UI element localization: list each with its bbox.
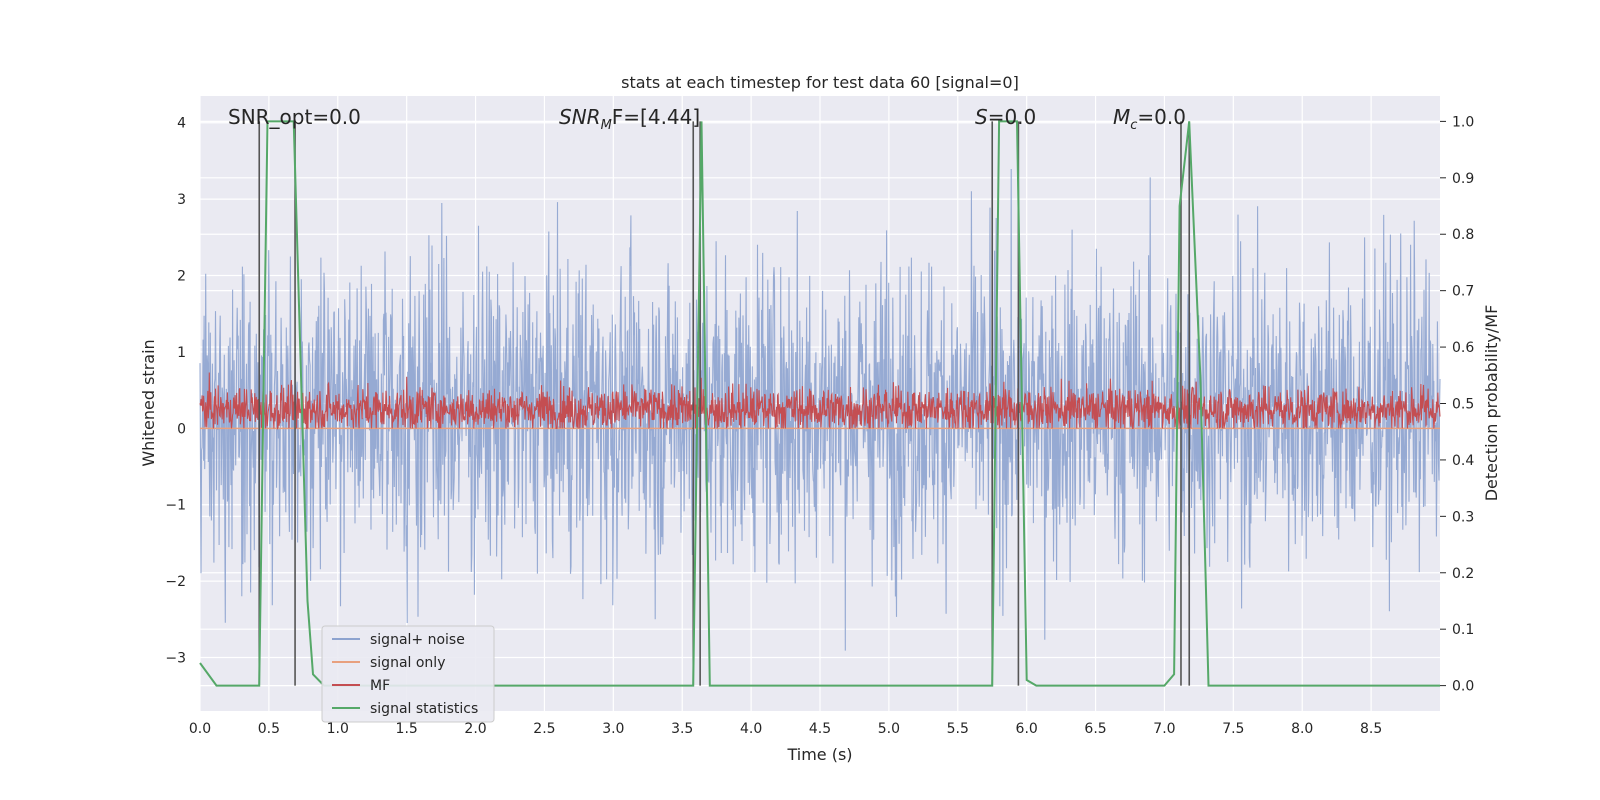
y-tick-label: 2 — [177, 269, 186, 285]
x-tick-label: 2.0 — [464, 721, 486, 737]
legend: signal+ noise signal only MF signal stat… — [321, 625, 495, 723]
annotation-snr-opt: SNR_opt=0.0 — [228, 105, 361, 129]
x-tick-label: 6.5 — [1084, 721, 1106, 737]
y-tick-label: 1 — [177, 345, 186, 361]
x-tick-label: 5.0 — [878, 721, 900, 737]
annotation-snr-mf-tail: F=[4.44] — [612, 105, 700, 129]
legend-label-signal-statistics: signal statistics — [370, 701, 478, 717]
y2-axis-label: Detection probability/MF — [1482, 305, 1501, 502]
y2-tick-label: 0.7 — [1452, 284, 1474, 300]
vertical-markers — [258, 121, 1191, 686]
y-tick-label: 3 — [177, 192, 186, 208]
x-tick-label: 4.5 — [809, 721, 831, 737]
annotation-snr-mf-main: SNR — [559, 105, 601, 129]
x-axis-label: Time (s) — [786, 745, 852, 764]
annotation-mc-sub: c — [1130, 118, 1137, 133]
y2-tick-label: 0.5 — [1452, 397, 1474, 413]
y2-tick-label: 0.3 — [1452, 509, 1474, 525]
x-tick-label: 8.0 — [1291, 721, 1313, 737]
x-tick-label: 0.5 — [258, 721, 280, 737]
x-tick-label: 7.5 — [1222, 721, 1244, 737]
x-tick-label: 1.5 — [396, 721, 418, 737]
x-tick-labels: 0.0 0.5 1.0 1.5 2.0 2.5 3.0 3.5 4.0 4.5 5.0 5.5 6.0 6… — [189, 721, 1382, 737]
y2-tick-label: 0.6 — [1452, 340, 1474, 356]
x-tick-label: 5.5 — [947, 721, 969, 737]
chart-title: stats at each timestep for test data 60 … — [621, 73, 1019, 92]
series-mf — [199, 372, 1441, 430]
y2-tick-label: 0.1 — [1452, 622, 1474, 638]
y2-tick-label: 0.9 — [1452, 171, 1474, 187]
x-tick-label: 6.0 — [1016, 721, 1038, 737]
annotation-mc: Mc=0.0 — [1113, 105, 1186, 133]
x-tick-label: 0.0 — [189, 721, 211, 737]
legend-box — [321, 625, 495, 723]
y2-tick-label: 1.0 — [1452, 114, 1474, 130]
x-tick-label: 8.5 — [1360, 721, 1382, 737]
series-signal-statistics — [199, 120, 1440, 687]
statistics-layer — [199, 120, 1440, 687]
x-tick-label: 2.5 — [533, 721, 555, 737]
y2-tick-labels: 1.0 0.9 0.8 0.7 0.6 0.5 0.4 0.3 0.2 0.1 0.0 — [1452, 114, 1474, 694]
y2-tick-label: 0.4 — [1452, 453, 1474, 469]
legend-label-signal-only: signal only — [370, 655, 445, 671]
x-tick-label: 1.0 — [327, 721, 349, 737]
y-tick-label: 0 — [177, 421, 186, 437]
y-axis-label: Whitened strain — [139, 339, 158, 466]
legend-label-signal-noise: signal+ noise — [370, 632, 465, 648]
y-tick-label: −3 — [165, 651, 186, 667]
y-tick-label: 4 — [177, 116, 186, 132]
annotation-snr-mf: SNRMF=[4.44] — [559, 105, 700, 133]
annotation-mc-main: M — [1113, 105, 1130, 129]
y-tick-label: −2 — [165, 574, 186, 590]
annotation-s-main: S — [975, 105, 988, 129]
annotation-s: S=0.0 — [975, 105, 1036, 129]
y2-tick-label: 0.2 — [1452, 566, 1474, 582]
annotation-snr-mf-sub: M — [601, 118, 612, 133]
x-tick-label: 3.0 — [602, 721, 624, 737]
y-tick-label: −1 — [165, 498, 186, 514]
x-tick-label: 3.5 — [671, 721, 693, 737]
y2-tick-label: 0.0 — [1452, 679, 1474, 695]
x-tick-label: 4.0 — [740, 721, 762, 737]
legend-label-mf: MF — [370, 678, 390, 694]
annotation-mc-tail: =0.0 — [1137, 105, 1186, 129]
series-signal-noise — [199, 168, 1441, 651]
y2-tick-label: 0.8 — [1452, 227, 1474, 243]
series-layer — [199, 168, 1441, 651]
y-tick-labels: 4 3 2 1 0 −1 −2 −3 — [165, 116, 186, 667]
x-tick-label: 7.0 — [1153, 721, 1175, 737]
annotation-s-tail: =0.0 — [988, 105, 1037, 129]
